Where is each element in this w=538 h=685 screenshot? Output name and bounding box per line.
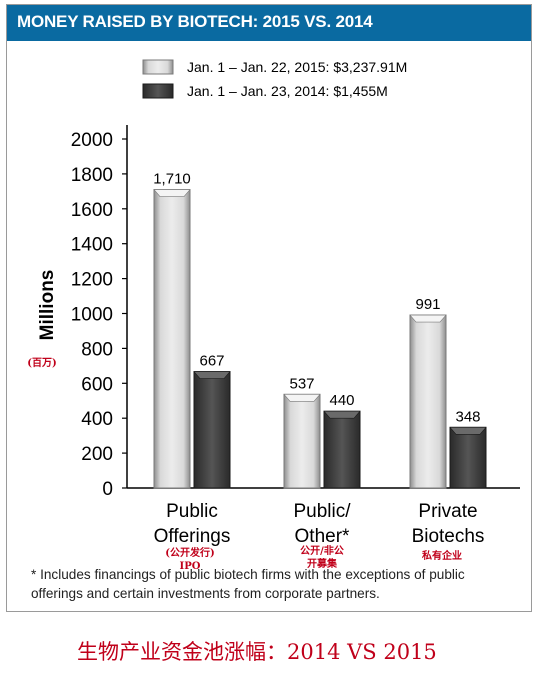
chart-header: MONEY RAISED BY BIOTECH: 2015 VS. 2014 [7, 5, 531, 41]
y-tick-label: 1400 [71, 235, 113, 256]
bar [153, 189, 191, 489]
y-tick-label: 1800 [71, 165, 113, 186]
y-tick-label: 200 [81, 444, 113, 465]
bars [153, 189, 487, 489]
category-label: Other* [295, 526, 351, 547]
y-tick-label: 1000 [71, 305, 113, 326]
legend-label: Jan. 1 – Jan. 23, 2014: $1,455M [187, 83, 388, 99]
category-note: 私有企业 [421, 549, 462, 562]
y-tick-label: 400 [81, 409, 113, 430]
bar [193, 371, 231, 489]
y-tick-label: 600 [81, 374, 113, 395]
category-label: Private [418, 501, 477, 522]
labels: 1,710 537 991 667 440 348 Public Offerings(公开发行… [153, 171, 484, 572]
bar [323, 410, 361, 489]
y-tick-label: 0 [102, 479, 113, 500]
data-label: 1,710 [153, 171, 191, 188]
bar [283, 393, 321, 489]
y-tick-label: 2000 [71, 130, 113, 151]
y-axis-note: (百万) [27, 357, 56, 369]
y-tick-label: 800 [81, 339, 113, 360]
category-label: Offerings [154, 526, 231, 547]
data-label: 440 [329, 392, 354, 409]
category-label: Public/ [293, 501, 351, 522]
category-label: Public [166, 501, 218, 522]
legend-swatch [142, 59, 174, 75]
axes: 0 200 400 600 800 1000 1200 1400 1600 1800 2000 Mil… [27, 125, 520, 500]
caption: 生物产业资金池涨幅：2014 VS 2015 [77, 640, 437, 664]
bar-cap [153, 189, 191, 197]
data-label: 991 [415, 296, 440, 313]
data-label: 667 [199, 353, 224, 370]
category-note: 公开/非公 [300, 544, 344, 557]
category-note: 开募集 [307, 557, 338, 570]
data-label: 537 [289, 375, 314, 392]
bar-cap [323, 410, 361, 419]
bar [409, 314, 447, 489]
data-label: 348 [455, 408, 480, 425]
legend: Jan. 1 – Jan. 22, 2015: $3,237.91M Jan. 1… [142, 59, 407, 99]
category-label: Biotechs [412, 526, 485, 547]
footnote: * Includes financings of public biotech … [31, 567, 465, 601]
bar-cap [449, 426, 487, 435]
bar [449, 426, 487, 489]
y-axis-label: Millions [37, 270, 58, 341]
legend-label: Jan. 1 – Jan. 22, 2015: $3,237.91M [187, 59, 407, 75]
bar-cap [193, 371, 231, 379]
chart-title: MONEY RAISED BY BIOTECH: 2015 VS. 2014 [17, 12, 373, 31]
bar-cap [283, 393, 321, 402]
bar-cap [409, 314, 447, 323]
chart-panel: MONEY RAISED BY BIOTECH: 2015 VS. 2014 [6, 4, 532, 612]
category-note: IPO [180, 561, 201, 572]
y-tick-label: 1200 [71, 270, 113, 291]
legend-swatch [142, 83, 174, 99]
y-tick-label: 1600 [71, 200, 113, 221]
category-note: (公开发行) [165, 546, 214, 559]
